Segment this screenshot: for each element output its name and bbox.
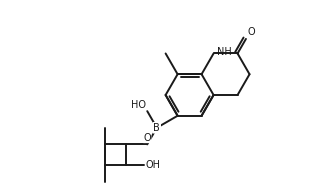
Text: O: O: [248, 27, 255, 37]
Text: B: B: [153, 123, 160, 133]
Text: HO: HO: [131, 100, 146, 110]
Text: NH: NH: [217, 47, 232, 57]
Text: OH: OH: [145, 160, 160, 170]
Text: O: O: [144, 133, 151, 143]
